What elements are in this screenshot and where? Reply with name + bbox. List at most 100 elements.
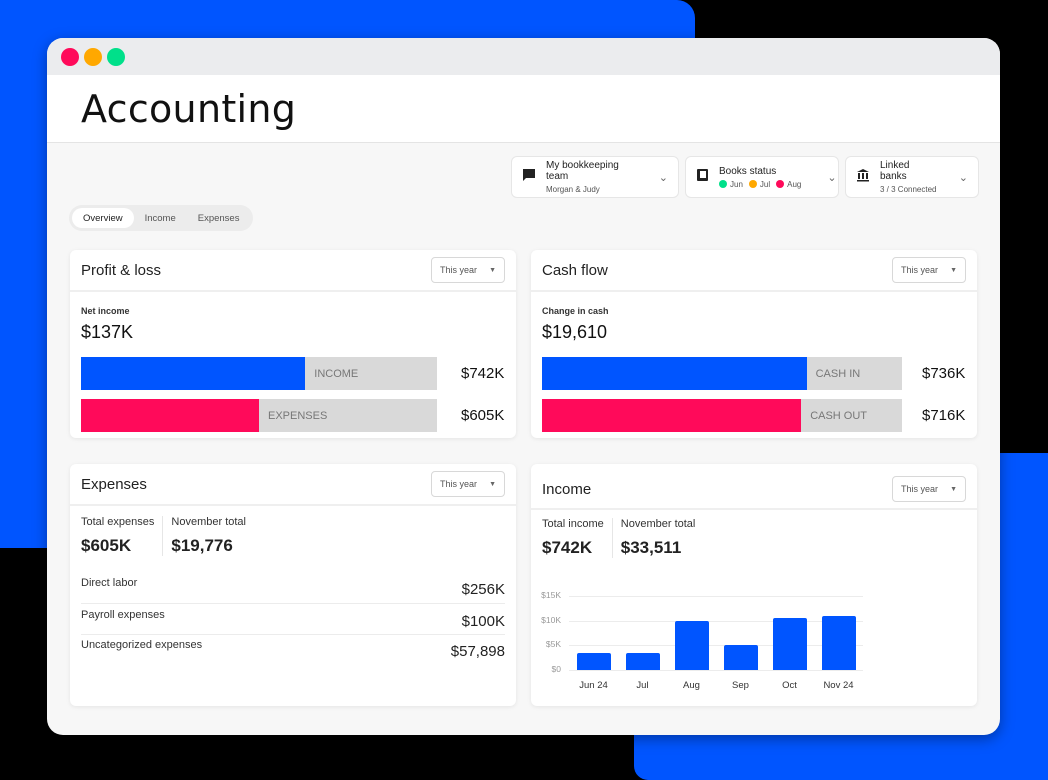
chart-bar[interactable]	[576, 653, 611, 670]
filter-title: Books status	[719, 165, 777, 177]
expenses-bar-fill	[81, 399, 259, 432]
kpi-label: Total expenses	[81, 516, 155, 528]
expense-value: $57,898	[450, 643, 505, 660]
status-label: Jun	[730, 179, 743, 189]
cash-out-bar-fill	[542, 399, 802, 432]
gridline	[569, 670, 863, 671]
kpi-value: $742K	[542, 538, 593, 557]
linked-banks-dropdown[interactable]: Linked banks 3 / 3 Connected ⌄	[845, 156, 979, 198]
chevron-down-icon: ⌄	[827, 171, 837, 184]
kpi-value: $605K	[81, 536, 132, 555]
expense-name: Payroll expenses	[81, 609, 165, 621]
minimize-window-button[interactable]	[84, 47, 102, 66]
chart-bar[interactable]	[674, 620, 709, 670]
status-dot-jun	[719, 180, 727, 188]
period-dropdown[interactable]: This year ▼	[892, 476, 966, 502]
bar-label: EXPENSES	[268, 409, 328, 422]
bank-icon	[856, 168, 870, 187]
expenses-card: Expenses This year ▼ Total expenses $605…	[70, 464, 516, 706]
cash-out-bar: CASH OUT	[542, 399, 902, 432]
books-status-list: Jun Jul Aug	[719, 180, 801, 189]
caret-down-icon: ▼	[950, 485, 957, 493]
caret-down-icon: ▼	[950, 266, 957, 274]
filter-title: Linked banks	[880, 160, 910, 182]
gridline	[569, 596, 863, 597]
cash-in-bar-row: CASH IN $736K	[542, 357, 965, 390]
chart-bar[interactable]	[821, 615, 856, 670]
caret-down-icon: ▼	[489, 266, 496, 274]
x-tick-label: Oct	[782, 680, 797, 691]
chart-bar[interactable]	[723, 645, 758, 670]
expense-name: Uncategorized expenses	[81, 639, 203, 651]
bar-value: $736K	[922, 365, 966, 382]
expenses-bar: EXPENSES	[81, 399, 437, 432]
header-filters: My bookkeeping team Morgan & Judy ⌄ Book…	[511, 156, 979, 198]
chevron-down-icon: ⌄	[958, 171, 968, 184]
filter-subtitle: Morgan & Judy	[546, 185, 600, 194]
tab-income[interactable]: Income	[144, 212, 176, 224]
bar-label: INCOME	[314, 367, 359, 380]
books-status-dropdown[interactable]: Books status Jun Jul Aug ⌄	[685, 156, 839, 198]
page-header: Accounting	[47, 75, 1000, 143]
expense-value: $256K	[461, 581, 505, 598]
card-title: Expenses	[81, 475, 147, 493]
y-tick-label: $10K	[541, 614, 561, 625]
x-tick-label: Sep	[732, 680, 749, 691]
chevron-down-icon: ⌄	[658, 171, 668, 184]
bar-value: $716K	[922, 407, 966, 424]
november-total-kpi: November total $33,511	[611, 518, 704, 558]
kpi-value: $19,776	[171, 536, 233, 555]
period-label: This year	[440, 265, 478, 275]
chart-bar[interactable]	[772, 618, 807, 670]
x-tick-label: Aug	[683, 680, 700, 691]
app-window: Accounting My bookkeeping team Morgan & …	[47, 38, 1000, 735]
profit-loss-card: Profit & loss This year ▼ Net income $13…	[70, 250, 516, 438]
total-expenses-kpi: Total expenses $605K	[81, 516, 162, 556]
tab-expenses[interactable]: Expenses	[197, 212, 240, 224]
page-title: Accounting	[81, 86, 297, 131]
expense-name: Direct labor	[81, 577, 138, 589]
period-dropdown[interactable]: This year ▼	[892, 257, 966, 283]
x-tick-label: Jun 24	[579, 680, 608, 691]
status-label: Jul	[759, 179, 771, 189]
maximize-window-button[interactable]	[107, 47, 125, 66]
close-window-button[interactable]	[61, 47, 79, 66]
gridline	[569, 645, 863, 647]
income-bar: INCOME	[81, 357, 437, 390]
gridline	[569, 620, 863, 622]
kpi-label: November total	[171, 516, 246, 528]
chart-bar[interactable]	[625, 653, 660, 670]
income-kpis: Total income $742K November total $33,51…	[531, 518, 977, 558]
period-label: This year	[901, 484, 939, 494]
y-tick-label: $5K	[545, 639, 561, 650]
income-bar-fill	[81, 357, 306, 390]
x-tick-label: Jul	[636, 680, 649, 691]
total-income-kpi: Total income $742K	[542, 518, 612, 558]
period-dropdown[interactable]: This year ▼	[431, 471, 505, 497]
expenses-kpis: Total expenses $605K November total $19,…	[70, 516, 516, 556]
book-icon	[696, 168, 709, 187]
status-label: Aug	[787, 179, 802, 189]
november-total-kpi: November total $19,776	[162, 516, 254, 556]
period-label: This year	[901, 265, 939, 275]
expense-value: $100K	[461, 613, 505, 630]
cash-flow-card: Cash flow This year ▼ Change in cash $19…	[531, 250, 977, 438]
bar-value: $742K	[461, 365, 505, 382]
income-bar-row: INCOME $742K	[81, 357, 504, 390]
y-tick-label: $15K	[541, 590, 561, 600]
view-tabs: Overview Income Expenses	[69, 205, 254, 231]
kpi-label: Total income	[542, 518, 604, 530]
metric-value: $19,610	[542, 322, 608, 342]
window-titlebar	[47, 38, 1000, 75]
expense-row-payroll: Payroll expenses $100K	[81, 609, 505, 635]
bookkeeping-team-dropdown[interactable]: My bookkeeping team Morgan & Judy ⌄	[511, 156, 679, 198]
period-label: This year	[440, 479, 478, 489]
kpi-label: November total	[620, 518, 696, 530]
cash-out-bar-row: CASH OUT $716K	[542, 399, 965, 432]
expense-row-uncategorized: Uncategorized expenses $57,898	[81, 639, 505, 665]
filter-subtitle: 3 / 3 Connected	[880, 185, 937, 194]
caret-down-icon: ▼	[489, 480, 496, 488]
tab-overview[interactable]: Overview	[72, 208, 134, 228]
cash-in-bar: CASH IN	[542, 357, 902, 390]
period-dropdown[interactable]: This year ▼	[431, 257, 505, 283]
